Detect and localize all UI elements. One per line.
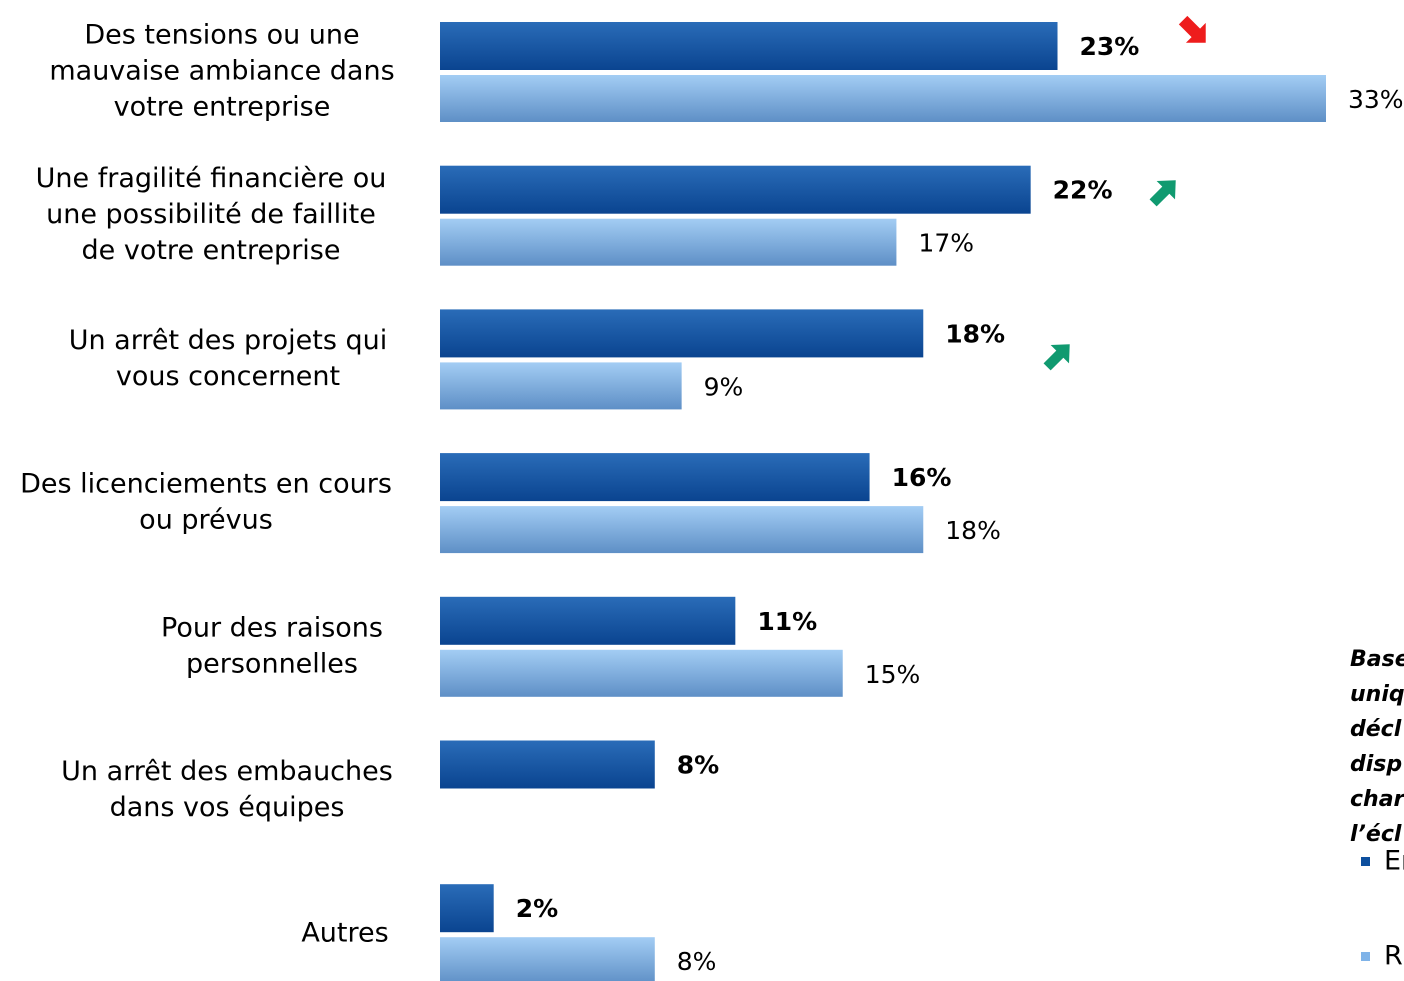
bar [440,362,682,410]
category-label: ou prévus [139,505,273,536]
bar [440,165,1031,214]
category-label: une possibilité de faillite [46,199,376,230]
legend-swatch [1361,952,1370,961]
trend-arrow-up [1149,180,1176,207]
category-label: Pour des raisons [161,612,383,643]
category-label: Des licenciements en cours [20,469,392,500]
legend-label: Er [1384,846,1404,877]
bar [440,22,1058,70]
bar [440,884,494,933]
category-label: vous concernent [116,361,340,392]
category-label: mauvaise ambiance dans [49,56,394,87]
note-text: décl [1350,717,1402,742]
bar [440,740,655,789]
value-label: 33% [1348,85,1404,114]
legend-swatch [1361,857,1370,866]
category-label: Un arrêt des projets qui [69,325,388,356]
note-text: uniq [1350,682,1404,707]
value-label: 22% [1053,176,1113,205]
value-label: 16% [892,463,952,492]
note-text: char [1350,787,1404,812]
category-label: Des tensions ou une [84,20,359,51]
value-label: 8% [677,947,717,976]
value-label: 18% [945,319,1005,348]
value-label: 8% [677,751,719,780]
trend-arrow-down [1178,15,1206,43]
value-label: 15% [865,660,921,689]
category-label: votre entreprise [114,92,331,123]
bar [440,309,924,358]
value-label: 17% [918,229,974,258]
bar [440,649,843,697]
category-label: dans vos équipes [110,792,345,823]
value-label: 11% [757,607,817,636]
category-label: de votre entreprise [82,235,341,266]
category-label: personnelles [186,648,358,679]
value-label: 2% [516,894,558,923]
trend-arrow-up [1043,344,1070,371]
bar [440,506,924,554]
bar [440,75,1326,122]
note-text: l’écl [1350,822,1402,847]
value-label: 23% [1080,32,1140,61]
bar [440,596,736,645]
bar [440,453,870,502]
category-label: Une fragilité financière ou [36,163,387,194]
category-label: Un arrêt des embauches [61,756,393,787]
value-label: 9% [704,372,744,401]
value-label: 18% [945,516,1001,545]
bar [440,937,655,981]
note-text: disp [1350,752,1402,777]
legend-label: R [1384,941,1403,972]
note-text: Base [1350,647,1404,672]
category-label: Autres [301,918,388,949]
bar [440,218,897,266]
